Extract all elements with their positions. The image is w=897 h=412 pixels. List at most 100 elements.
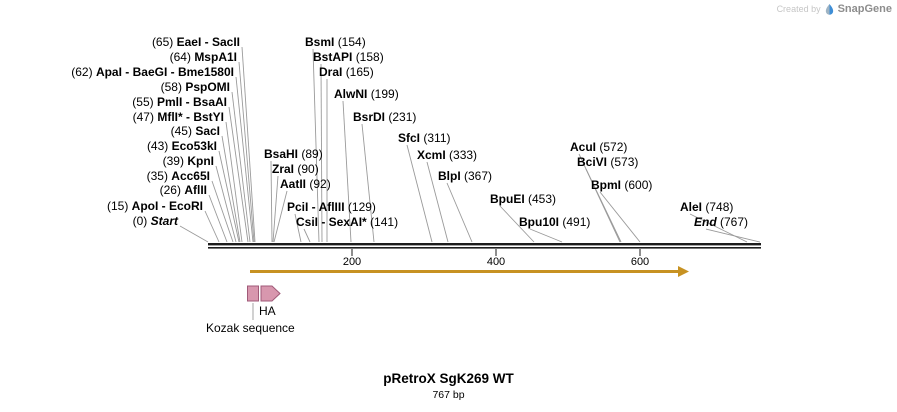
leader-line (426, 161, 449, 243)
site-position: (491) (562, 215, 591, 229)
kozak-sequence-box[interactable] (247, 285, 259, 302)
plasmid-title: pRetroX SgK269 WT (383, 371, 514, 386)
site-name: AlwNI (334, 87, 368, 101)
leader-line (225, 121, 243, 243)
enzyme-site-label[interactable]: BpuEI (453) (490, 192, 556, 206)
enzyme-site-label[interactable]: BlpI (367) (438, 169, 492, 183)
enzyme-site-label[interactable]: BstAPI (158) (313, 50, 384, 64)
enzyme-site-label[interactable]: CsiI - SexAI* (141) (296, 215, 398, 229)
site-position: (141) (370, 215, 399, 229)
site-name: PmlI - BsaAI (156, 95, 227, 109)
leader-line (238, 61, 255, 243)
enzyme-site-label[interactable]: PciI - AflIII (129) (287, 200, 376, 214)
leader-line (221, 135, 241, 243)
site-name: BstAPI (313, 50, 353, 64)
site-name: Bpu10I (519, 215, 560, 229)
site-position: (35) (146, 169, 168, 183)
enzyme-site-label[interactable]: AcuI (572) (570, 140, 627, 154)
leader-line (320, 63, 323, 243)
enzyme-site-label[interactable]: (62) ApaI - BaeGI - Bme1580I (71, 65, 234, 79)
enzyme-site-label[interactable]: SfcI (311) (398, 131, 450, 145)
leader-line (599, 191, 641, 243)
site-position: (62) (71, 65, 93, 79)
enzyme-site-label[interactable]: AleI (748) (680, 200, 733, 214)
enzyme-site-label[interactable]: BciVI (573) (577, 155, 638, 169)
leader-line (585, 168, 622, 243)
ha-tag-arrow[interactable] (260, 285, 281, 302)
site-position: (453) (528, 192, 557, 206)
site-name: BpmI (591, 178, 621, 192)
leader-line (312, 48, 320, 243)
leader-line (270, 160, 273, 243)
site-position: (43) (146, 139, 169, 153)
leader-line (529, 228, 563, 243)
site-position: (199) (370, 87, 399, 101)
site-name: AflII (184, 183, 207, 197)
leader-line (218, 150, 240, 243)
enzyme-site-label[interactable]: (65) EaeI - SacII (152, 35, 240, 49)
site-position: (367) (464, 169, 493, 183)
leader-line (446, 182, 473, 243)
site-position: (311) (423, 131, 451, 145)
enzyme-site-label[interactable]: (43) Eco53kI (147, 139, 217, 153)
site-name: AatII (280, 177, 307, 191)
site-name: AleI (680, 200, 703, 214)
site-position: (165) (345, 65, 374, 79)
leader-line (231, 91, 251, 243)
site-name: PciI - AflIII (287, 200, 345, 214)
created-by-text: Created by (776, 4, 821, 14)
leader-line (361, 123, 375, 243)
kozak-sequence-label[interactable]: Kozak sequence (206, 321, 295, 335)
site-name: BsaHI (264, 147, 299, 161)
leader-line (211, 180, 234, 243)
enzyme-site-label[interactable]: DraI (165) (319, 65, 374, 79)
enzyme-site-label[interactable]: (58) PspOMI (161, 80, 230, 94)
site-name: Start (150, 214, 178, 228)
site-position: (64) (169, 50, 191, 64)
enzyme-site-label[interactable]: (26) AflII (160, 183, 207, 197)
site-position: (129) (347, 200, 376, 214)
site-position: (0) (132, 214, 148, 228)
enzyme-site-label[interactable]: (64) MspA1I (170, 50, 237, 64)
sequence-bar-top-strand[interactable] (208, 243, 761, 246)
sequence-bar-bottom-strand[interactable] (208, 247, 761, 249)
ruler-tick-label: 400 (486, 256, 506, 268)
site-name: XcmI (417, 148, 446, 162)
site-position: (89) (301, 147, 323, 161)
site-name: SfcI (398, 131, 421, 145)
enzyme-site-label[interactable]: BsrDI (231) (353, 110, 416, 124)
leader-line (689, 213, 748, 243)
sequence-start-label[interactable]: (0) Start (133, 214, 178, 228)
enzyme-site-label[interactable]: ZraI (90) (272, 162, 319, 176)
snapgene-logo-icon (825, 3, 833, 15)
enzyme-site-label[interactable]: BsaHI (89) (264, 147, 323, 161)
sequence-end-label[interactable]: End (767) (694, 215, 748, 229)
enzyme-site-label[interactable]: (45) SacI (171, 124, 220, 138)
orf-arrow-head[interactable] (678, 266, 689, 277)
site-position: (47) (132, 110, 154, 124)
enzyme-site-label[interactable]: AlwNI (199) (334, 87, 399, 101)
enzyme-site-label[interactable]: (39) KpnI (163, 154, 214, 168)
enzyme-site-label[interactable]: (47) MflI* - BstYI (133, 110, 224, 124)
enzyme-site-label[interactable]: BsmI (154) (305, 35, 366, 49)
enzyme-site-label[interactable]: Bpu10I (491) (519, 215, 590, 229)
site-name: Eco53kI (171, 139, 217, 153)
enzyme-site-label[interactable]: AatII (92) (280, 177, 331, 191)
site-name: AcuI (570, 140, 597, 154)
site-name: KpnI (187, 154, 214, 168)
leader-line (215, 165, 237, 243)
ruler-tick-label: 600 (630, 256, 650, 268)
site-position: (748) (705, 200, 734, 214)
site-name: SacI (195, 124, 220, 138)
leader-line (228, 106, 249, 243)
enzyme-site-label[interactable]: XcmI (333) (417, 148, 477, 162)
enzyme-site-label[interactable]: (15) ApoI - EcoRI (107, 199, 203, 213)
ha-tag-label[interactable]: HA (259, 304, 276, 318)
site-position: (90) (297, 162, 319, 176)
enzyme-site-label[interactable]: BpmI (600) (591, 178, 652, 192)
enzyme-site-label[interactable]: (55) PmlI - BsaAI (132, 95, 227, 109)
ruler-tick-label: 200 (342, 256, 362, 268)
enzyme-site-label[interactable]: (35) Acc65I (147, 169, 210, 183)
site-position: (15) (106, 199, 129, 213)
